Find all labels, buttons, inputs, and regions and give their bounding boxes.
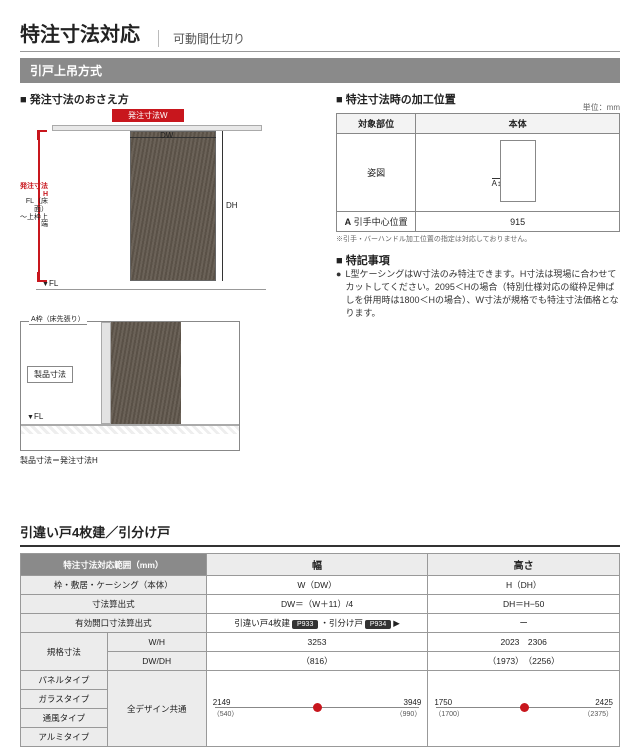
right-heading: 特注寸法時の加工位置 — [336, 91, 456, 107]
unit-label: 単位：mm — [583, 102, 620, 113]
page-title: 特注寸法対応 — [20, 18, 140, 47]
dw-label: DW — [160, 131, 173, 140]
h-label: 発注寸法H FL（床面） ～上枠上端 — [20, 183, 48, 229]
machining-note: ※引手・バーハンドル加工位置の指定は対応しておりません。 — [336, 234, 620, 244]
fl-label: FL — [42, 279, 58, 288]
height-range-slider: 1750 （1700） 2425 （2375） — [436, 699, 611, 719]
diag2-label: A枠（床先張り） — [29, 314, 87, 325]
notes-heading: 特記事項 — [336, 252, 620, 268]
page-subtitle: 可動間仕切り — [158, 30, 245, 47]
machining-table: 対象部位本体 姿図 A↕ A 引手中心位置 915 — [336, 113, 620, 232]
track-label: 発注寸法W — [112, 109, 184, 122]
diag2-fl: FL — [27, 412, 43, 421]
dh-label: DH — [226, 201, 238, 210]
method-bar: 引戸上吊方式 — [20, 58, 620, 83]
dimension-diagram-1: 発注寸法W DW DH 発注寸法H FL（床面） ～上枠上端 FL — [20, 113, 280, 313]
left-heading: 発注寸法のおさえ方 — [20, 91, 320, 107]
product-size-box: 製品寸法 — [27, 366, 73, 383]
width-range-slider: 2149 （540） 3949 （990） — [215, 699, 420, 719]
note-bullet: L型ケーシングはW寸法のみ特注できます。H寸法は現場に合わせてカットしてください… — [336, 268, 620, 320]
spec-table: 特注寸法対応範囲（mm） 幅 高さ 枠・敷居・ケーシング（本体） W（DW） H… — [20, 553, 620, 747]
dimension-diagram-2: A枠（床先張り） 製品寸法 FL — [20, 321, 240, 451]
lower-section-title: 引違い戸4枚建／引分け戸 — [20, 522, 620, 547]
diag2-caption: 製品寸法＝発注寸法H — [20, 455, 320, 466]
